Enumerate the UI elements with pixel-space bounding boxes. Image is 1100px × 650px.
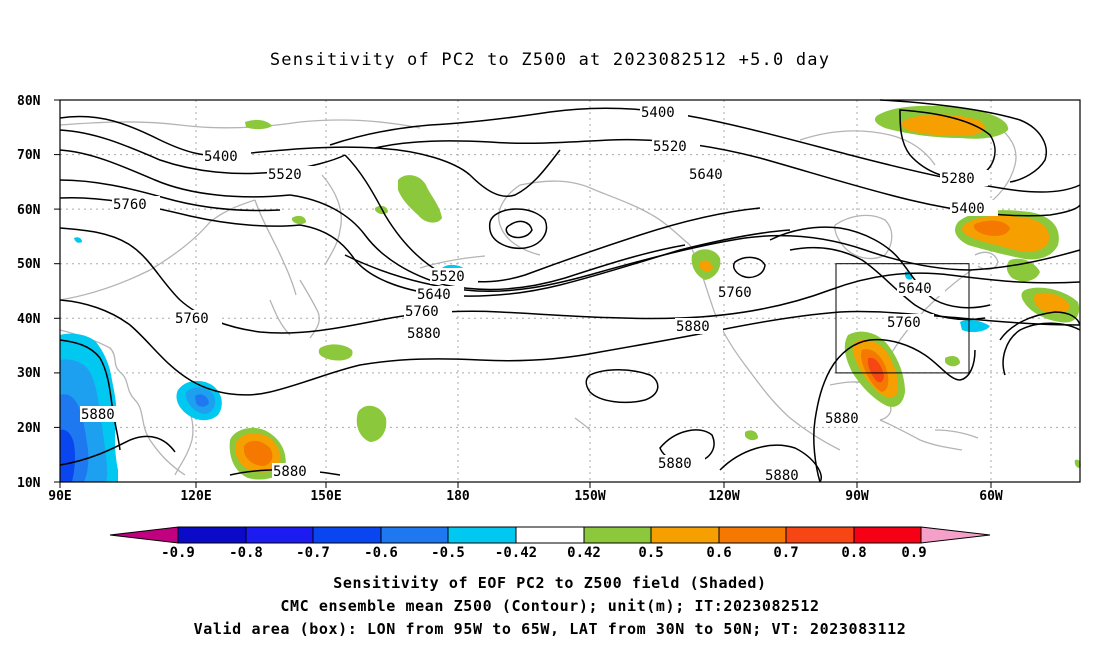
contour-label-5880-b: 5880 — [676, 319, 710, 335]
cb-label-9: 0.6 — [706, 545, 731, 561]
cb-label-7: 0.42 — [567, 545, 601, 561]
contour-label-5400-b: 5400 — [204, 149, 238, 165]
contour-label-5760-b: 5760 — [405, 304, 439, 320]
colorbar-swatch-9 — [718, 526, 787, 544]
contour-label-5520-c: 5520 — [431, 269, 465, 285]
cb-label-11: 0.8 — [841, 545, 866, 561]
contour-label-5640-c: 5640 — [898, 281, 932, 297]
contour-label-5880-e: 5880 — [658, 456, 692, 472]
colorbar-left-arrow — [109, 526, 179, 544]
axis-ticks — [54, 99, 992, 488]
lat-label-70n: 70N — [17, 148, 41, 163]
contour-label-group: 5400 5400 5520 5520 5640 5280 5400 5760 … — [80, 104, 998, 484]
map-title: Sensitivity of PC2 to Z500 at 2023082512… — [269, 50, 831, 70]
valid-area-box — [835, 263, 970, 374]
lat-label-40n: 40N — [17, 312, 41, 327]
contour-label-5400-a: 5400 — [641, 105, 675, 121]
lon-label-150e: 150E — [310, 489, 341, 504]
lat-label-80n: 80N — [17, 94, 41, 109]
colorbar-swatch-1 — [177, 526, 247, 544]
cb-label-10: 0.7 — [773, 545, 798, 561]
lon-label-120e: 120E — [180, 489, 211, 504]
lat-label-10n: 10N — [17, 476, 41, 491]
lat-label-50n: 50N — [17, 257, 41, 272]
contour-label-5640-b: 5640 — [417, 287, 451, 303]
contour-label-5760-d: 5760 — [718, 285, 752, 301]
colorbar-swatch-2 — [245, 526, 314, 544]
colorbar-swatch-3 — [312, 526, 382, 544]
colorbar-labels: -0.9 -0.8 -0.7 -0.6 -0.5 -0.42 0.42 0.5 … — [161, 545, 927, 561]
contour-label-5880-c: 5880 — [81, 407, 115, 423]
contour-label-5880-f: 5880 — [273, 464, 307, 480]
colorbar-swatch-10 — [785, 526, 855, 544]
colorbar-swatch-7 — [583, 526, 652, 544]
colorbar-swatch-5 — [447, 526, 517, 544]
cb-label-4: -0.6 — [364, 545, 398, 561]
contour-label-5880-d: 5880 — [825, 411, 859, 427]
colorbar-swatch-4 — [380, 526, 449, 544]
lon-label-90w: 90W — [845, 489, 869, 504]
contour-label-5760-c: 5760 — [175, 311, 209, 327]
lon-tick-labels: 90E 120E 150E 180 150W 120W 90W 60W — [48, 489, 1003, 504]
colorbar-swatch-8 — [650, 526, 720, 544]
caption-line-1: Sensitivity of EOF PC2 to Z500 field (Sh… — [333, 574, 767, 592]
cb-label-6: -0.42 — [495, 545, 537, 561]
cb-label-5: -0.5 — [431, 545, 465, 561]
contour-label-5880-a: 5880 — [407, 326, 441, 342]
cb-label-1: -0.9 — [161, 545, 195, 561]
contour-label-5640-a: 5640 — [689, 167, 723, 183]
cb-label-3: -0.7 — [296, 545, 330, 561]
lat-label-60n: 60N — [17, 203, 41, 218]
z500-contours — [59, 99, 1081, 483]
contour-label-5520-a: 5520 — [653, 139, 687, 155]
cb-label-12: 0.9 — [901, 545, 926, 561]
lat-label-20n: 20N — [17, 421, 41, 436]
lon-label-180: 180 — [446, 489, 470, 504]
colorbar — [109, 526, 991, 544]
contour-label-5760-e: 5760 — [887, 315, 921, 331]
contour-label-5280: 5280 — [941, 171, 975, 187]
lon-label-120w: 120W — [708, 489, 739, 504]
colorbar-swatch-6 — [515, 526, 585, 544]
contour-label-5520-b: 5520 — [268, 167, 302, 183]
map-frame — [59, 99, 1081, 483]
caption-line-2: CMC ensemble mean Z500 (Contour); unit(m… — [280, 597, 820, 615]
cb-label-8: 0.5 — [638, 545, 663, 561]
cb-label-2: -0.8 — [229, 545, 263, 561]
lon-label-90e: 90E — [48, 489, 71, 504]
colorbar-right-arrow — [920, 526, 991, 544]
caption-line-3: Valid area (box): LON from 95W to 65W, L… — [193, 620, 907, 638]
lon-label-150w: 150W — [574, 489, 605, 504]
colorbar-swatch-11 — [853, 526, 922, 544]
lon-label-60w: 60W — [979, 489, 1003, 504]
contour-label-5880-g: 5880 — [765, 468, 799, 484]
contour-label-5400-c: 5400 — [951, 201, 985, 217]
contour-label-5760-a: 5760 — [113, 197, 147, 213]
lat-tick-labels: 80N 70N 60N 50N 40N 30N 20N 10N — [17, 94, 41, 491]
lat-label-30n: 30N — [17, 366, 41, 381]
